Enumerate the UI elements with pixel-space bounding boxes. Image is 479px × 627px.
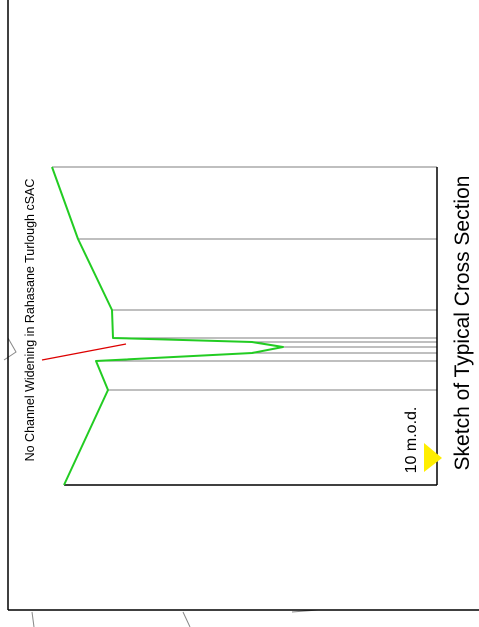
- datum-marker-triangle: [424, 443, 442, 472]
- figure-title: Sketch of Typical Cross Section: [451, 176, 474, 471]
- frame: [7, 0, 479, 611]
- annotation-leader-line: [41, 343, 127, 361]
- annotation-text: No Channel Widening in Rahasane Turlough…: [23, 179, 37, 462]
- datum-label: 10 m.o.d.: [403, 407, 420, 474]
- section-vertical-lines: [52, 166, 437, 391]
- ground-profile-line: [51, 166, 284, 486]
